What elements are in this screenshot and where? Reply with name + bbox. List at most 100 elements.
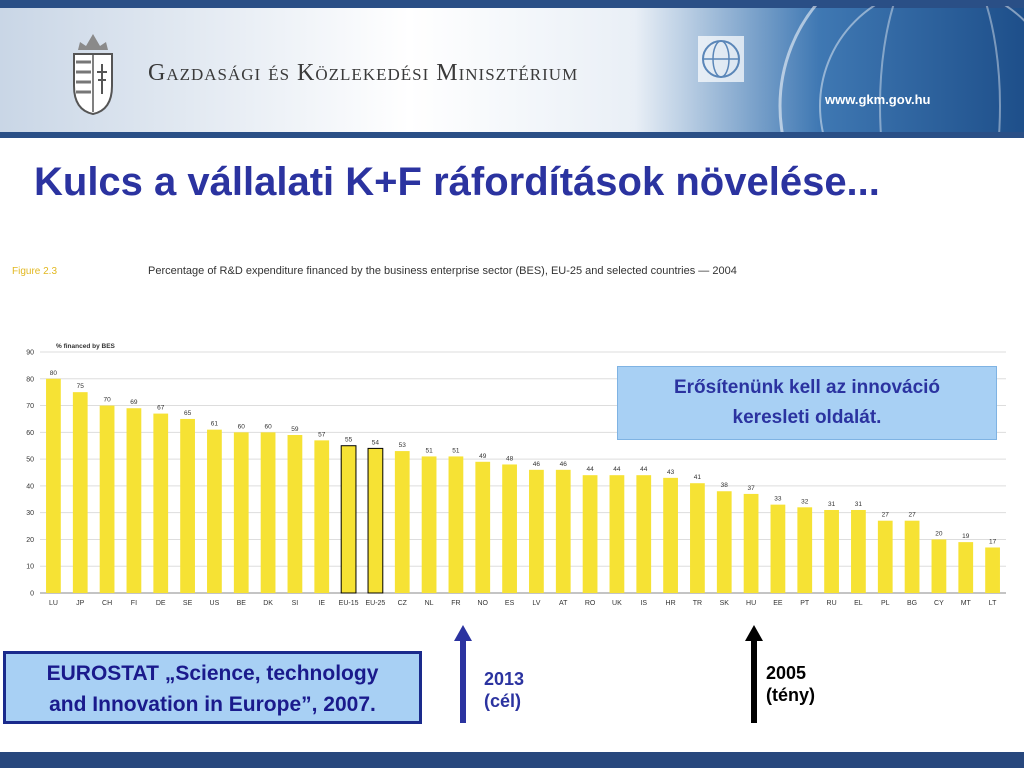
bar-ie [314, 440, 330, 593]
x-tick-label-dk: DK [263, 600, 273, 607]
x-tick-label-lv: LV [532, 600, 540, 607]
bar-dk [260, 432, 276, 593]
x-tick-label-fr: FR [451, 600, 460, 607]
header-bottom-line [0, 132, 1024, 138]
figure-caption: Percentage of R&D expenditure financed b… [148, 265, 737, 277]
bar-be [233, 432, 249, 593]
bar-tr [690, 483, 705, 593]
x-tick-label-lu: LU [49, 600, 58, 607]
arrow-2005-year: 2005 [766, 663, 807, 683]
x-tick-label-lt: LT [989, 600, 997, 607]
data-label-nl: 51 [425, 447, 433, 454]
data-label-fr: 51 [452, 447, 460, 454]
y-tick-label: 50 [26, 457, 34, 464]
arrow-2013-label: 2013 (cél) [484, 668, 524, 712]
x-tick-label-eu-25: EU-25 [365, 600, 385, 607]
x-tick-label-cz: CZ [398, 600, 408, 607]
x-tick-label-bg: BG [907, 600, 917, 607]
bar-lv [529, 469, 544, 593]
x-tick-label-us: US [210, 600, 220, 607]
bar-fr [448, 456, 464, 593]
bar-sk [716, 491, 732, 593]
data-label-us: 61 [211, 421, 219, 428]
data-label-ch: 70 [103, 397, 111, 404]
data-label-tr: 41 [694, 474, 702, 481]
data-label-at: 46 [560, 461, 568, 468]
header-banner: Gazdasági és Közlekedési Minisztérium ww… [0, 0, 1024, 138]
x-tick-label-sk: SK [720, 600, 730, 607]
x-tick-label-eu-15: EU-15 [339, 600, 359, 607]
bar-bg [904, 520, 920, 593]
data-label-eu-15: 55 [345, 437, 353, 444]
x-tick-label-ie: IE [318, 600, 325, 607]
source-line-2: and Innovation in Europe”, 2007. [49, 693, 376, 716]
x-tick-label-mt: MT [961, 600, 972, 607]
data-label-mt: 19 [962, 533, 970, 540]
x-tick-label-uk: UK [612, 600, 622, 607]
data-label-eu-25: 54 [372, 439, 380, 446]
bar-mt [958, 542, 974, 593]
bar-de [153, 413, 169, 593]
x-tick-label-se: SE [183, 600, 193, 607]
x-tick-label-hr: HR [666, 600, 676, 607]
bar-eu-15 [340, 445, 357, 594]
data-label-lv: 46 [533, 461, 541, 468]
y-tick-label: 40 [26, 483, 34, 490]
ministry-url[interactable]: www.gkm.gov.hu [825, 92, 931, 107]
data-label-es: 48 [506, 455, 514, 462]
data-label-cz: 53 [399, 442, 407, 449]
x-tick-label-nl: NL [425, 600, 434, 607]
source-box: EUROSTAT „Science, technology and Innova… [3, 651, 422, 724]
callout-line-1: Erősítenünk kell az innováció [673, 377, 941, 398]
source-line-1: EUROSTAT „Science, technology [46, 662, 379, 685]
figure-label: Figure 2.3 [12, 266, 58, 277]
y-tick-label: 70 [26, 403, 34, 410]
x-tick-label-pl: PL [881, 600, 890, 607]
x-tick-label-es: ES [505, 600, 515, 607]
bar-ro [582, 475, 598, 593]
bar-eu-25 [367, 447, 384, 594]
x-tick-label-el: EL [854, 600, 863, 607]
x-tick-label-no: NO [478, 600, 489, 607]
header-top-line [0, 0, 1024, 8]
data-label-uk: 44 [613, 466, 621, 473]
data-label-pl: 27 [882, 512, 890, 519]
bar-pl [877, 520, 893, 593]
data-label-no: 49 [479, 453, 487, 460]
data-label-el: 31 [855, 501, 863, 508]
bar-no [475, 461, 491, 593]
data-label-de: 67 [157, 405, 165, 412]
x-tick-label-cy: CY [934, 600, 944, 607]
bes-bar-chart: 0 10 20 30 40 50 60 70 80 90 80 LU 75 JP 70 CH 69 FI 67 DE 6… [26, 343, 1006, 607]
slide-title: Kulcs a vállalati K+F ráfordítások növel… [34, 160, 880, 204]
data-label-si: 59 [291, 426, 299, 433]
x-tick-label-ru: RU [827, 600, 837, 607]
bar-jp [72, 392, 88, 593]
bar-se [180, 418, 195, 593]
x-tick-label-fi: FI [131, 600, 137, 607]
x-tick-label-be: BE [237, 600, 247, 607]
x-tick-label-ch: CH [102, 600, 112, 607]
arrow-2013-year: 2013 [484, 669, 525, 689]
x-tick-label-hu: HU [746, 600, 756, 607]
bar-cz [394, 451, 410, 593]
callout-box: Erősítenünk kell az innováció keresleti … [617, 366, 997, 440]
bar-nl [421, 456, 437, 593]
y-tick-label: 10 [26, 564, 34, 571]
arrow-2013-note: (cél) [484, 691, 522, 711]
x-tick-label-ro: RO [585, 600, 596, 607]
data-label-se: 65 [184, 410, 192, 417]
data-label-dk: 60 [264, 423, 272, 430]
data-label-be: 60 [238, 423, 246, 430]
bar-lt [985, 547, 1000, 593]
ministry-name: Gazdasági és Közlekedési Minisztérium [148, 60, 579, 86]
bar-us [207, 429, 222, 593]
bar-hr [663, 477, 678, 593]
x-tick-label-tr: TR [693, 600, 702, 607]
data-label-ee: 33 [774, 496, 782, 503]
data-label-fi: 69 [130, 399, 138, 406]
bar-si [287, 435, 303, 593]
arrow-up-icon-2013 [454, 625, 472, 723]
coat-of-arms-icon [73, 34, 113, 116]
bar-lu [46, 378, 61, 593]
